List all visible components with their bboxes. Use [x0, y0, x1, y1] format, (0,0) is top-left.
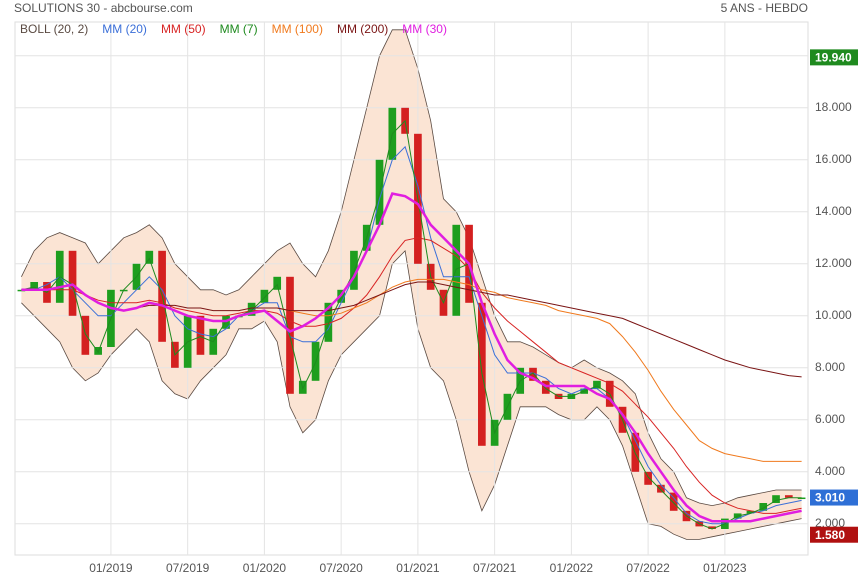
candle	[541, 380, 550, 394]
x-tick-label: 01/2019	[89, 561, 133, 575]
x-tick-label: 07/2021	[473, 561, 517, 575]
candle	[593, 380, 601, 389]
chart-subtitle: 5 ANS - HEBDO	[721, 1, 808, 15]
legend-entry: MM (50)	[161, 22, 206, 36]
bollinger-lower	[21, 249, 802, 540]
moving-average-line	[21, 119, 802, 530]
candle	[746, 510, 755, 514]
candle	[772, 495, 780, 503]
price-tag	[810, 49, 858, 66]
moving-average-line	[123, 281, 802, 378]
y-tick-label: 2.000	[815, 516, 845, 530]
price-tag	[810, 489, 858, 506]
candle	[68, 250, 77, 316]
candle	[669, 492, 678, 511]
candle	[657, 484, 665, 493]
x-tick-label: 01/2021	[396, 561, 440, 575]
x-tick-label: 07/2019	[166, 561, 210, 575]
moving-average-line	[264, 278, 802, 462]
candle	[644, 471, 652, 485]
x-tick-label: 01/2022	[550, 561, 594, 575]
legend-entry: MM (100)	[272, 22, 323, 36]
bollinger-upper	[21, 29, 802, 507]
x-tick-label: 07/2020	[319, 561, 363, 575]
y-tick-label: 14.000	[815, 204, 852, 218]
candle	[260, 289, 269, 303]
candle	[529, 367, 537, 381]
candle	[247, 302, 256, 316]
candle	[324, 302, 333, 342]
candle	[222, 315, 230, 329]
candle	[81, 315, 90, 355]
candle	[30, 282, 39, 290]
legend-entry: MM (200)	[337, 22, 388, 36]
price-tag-label: 3.010	[815, 491, 845, 505]
moving-average-line	[21, 145, 802, 525]
x-tick-label: 01/2023	[703, 561, 747, 575]
line-layer	[21, 119, 802, 530]
legend-entry: MM (30)	[402, 22, 447, 36]
band-layer	[21, 29, 802, 540]
legend-entry: MM (20)	[102, 22, 147, 36]
moving-average-line	[21, 237, 802, 514]
label-layer: 2.000 4.000 6.000 8.000 10.000 12.000 14.000 16…	[20, 22, 858, 575]
price-tag	[810, 526, 858, 543]
candle	[196, 315, 205, 355]
price-tag-label: 19.940	[815, 51, 852, 65]
y-tick-label: 12.000	[815, 256, 852, 270]
y-tick-label: 4.000	[815, 464, 845, 478]
candle	[145, 250, 154, 264]
candle	[759, 503, 768, 511]
candle	[784, 495, 793, 498]
chart-title: SOLUTIONS 30 - abcbourse.com	[14, 1, 193, 15]
grid-layer	[15, 22, 808, 555]
y-tick-label: 6.000	[815, 412, 845, 426]
y-tick-label: 10.000	[815, 308, 852, 322]
y-tick-label: 16.000	[815, 152, 852, 166]
y-tick-label: 18.000	[815, 100, 852, 114]
price-tag-label: 1.580	[815, 528, 845, 542]
bollinger-area	[21, 29, 802, 540]
candle	[708, 526, 716, 529]
x-tick-label: 01/2020	[243, 561, 287, 575]
candle	[273, 276, 282, 290]
legend-entry: BOLL (20, 2)	[20, 22, 88, 36]
moving-average-line	[21, 192, 802, 523]
x-tick-label: 07/2022	[626, 561, 670, 575]
y-tick-label: 8.000	[815, 360, 845, 374]
legend-entry: MM (7)	[220, 22, 258, 36]
